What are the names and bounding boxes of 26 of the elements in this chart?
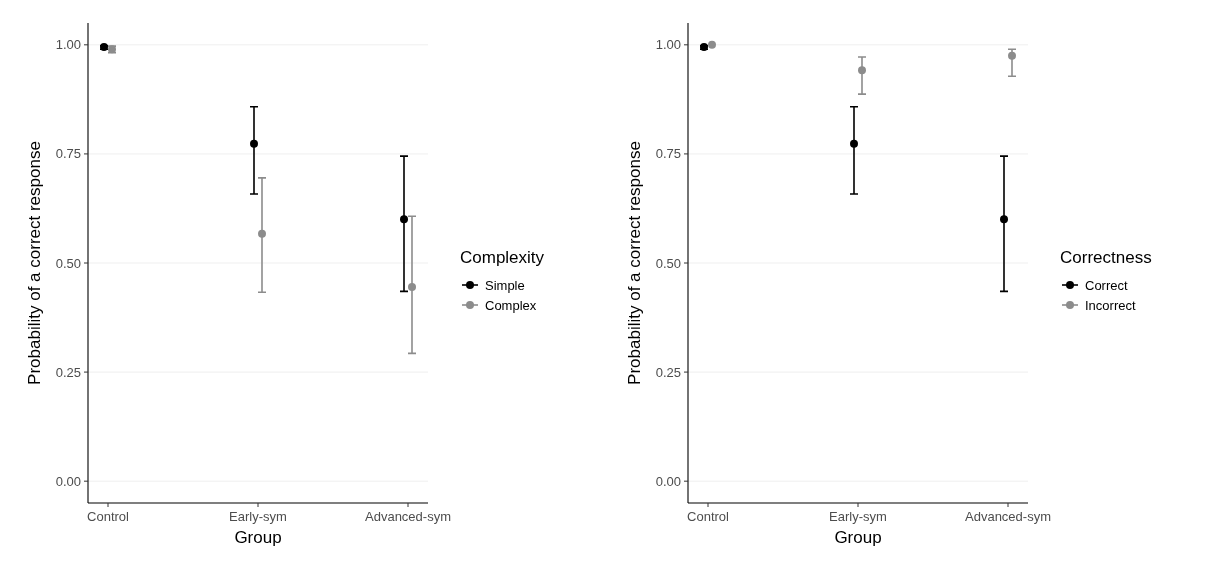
x-tick-label: Early-sym [229, 509, 287, 524]
legend-label: Simple [485, 277, 525, 293]
y-tick-label: 0.25 [655, 364, 681, 380]
y-tick-label: 0.75 [655, 146, 681, 162]
x-tick-label: Control [87, 509, 130, 524]
legend-title: Correctness [1060, 248, 1152, 267]
y-tick-label: 0.50 [655, 255, 681, 271]
x-tick-label: Early-sym [829, 509, 887, 524]
x-tick-label: Advanced-sym [965, 509, 1051, 524]
y-tick-label: 1.00 [655, 37, 681, 53]
y-tick-label: 0.00 [655, 473, 681, 489]
y-tick-label: 1.00 [55, 37, 81, 53]
y-tick-label: 0.50 [55, 255, 81, 271]
y-axis-title: Probability of a correct response [25, 141, 44, 385]
y-axis-title: Probability of a correct response [625, 141, 644, 385]
x-axis-title: Group [234, 528, 282, 547]
legend-label: Complex [485, 297, 537, 313]
x-tick-label: Advanced-sym [365, 509, 451, 524]
y-tick-label: 0.00 [55, 473, 81, 489]
x-tick-label: Control [687, 509, 730, 524]
y-tick-label: 0.25 [55, 364, 81, 380]
legend-label: Incorrect [1085, 297, 1136, 313]
legend-label: Correct [1085, 277, 1129, 293]
x-axis-title: Group [834, 528, 882, 547]
y-tick-label: 0.75 [55, 146, 81, 162]
legend-title: Complexity [460, 248, 545, 267]
